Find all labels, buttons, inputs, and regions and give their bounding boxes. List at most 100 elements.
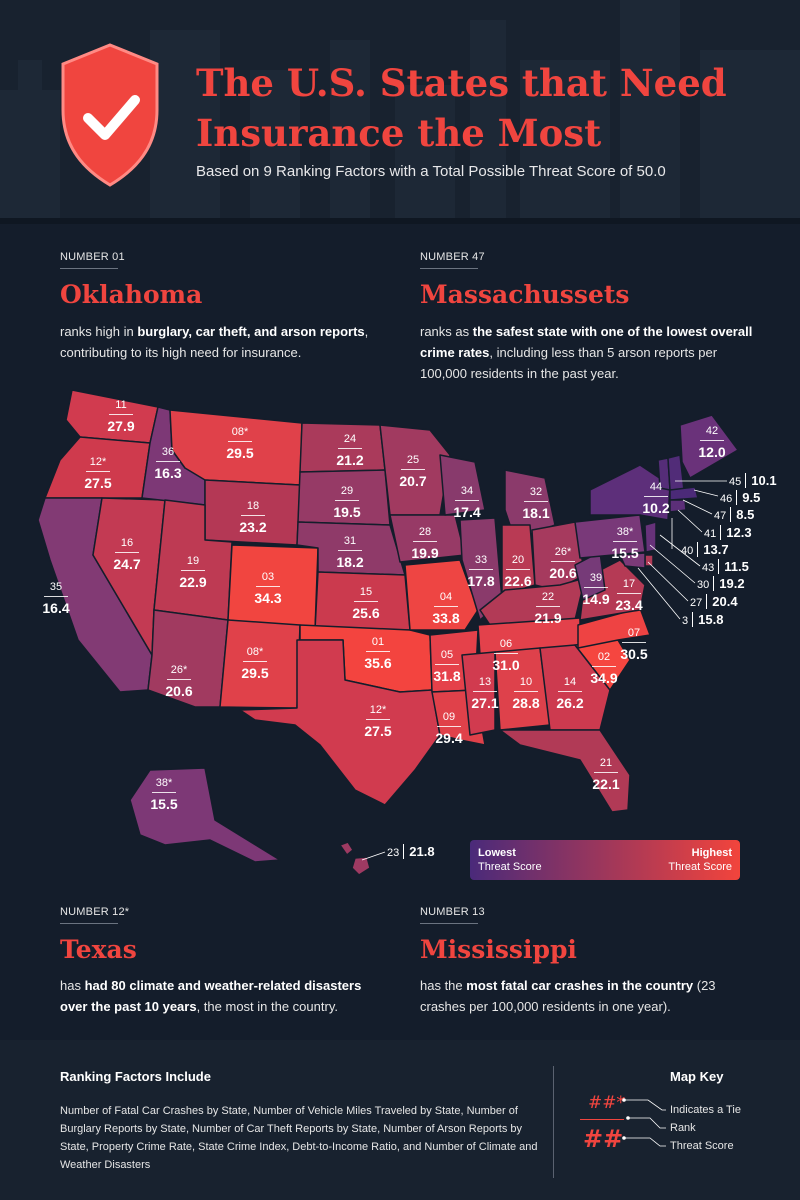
state-label: 35 16.4: [26, 580, 86, 616]
label-rule: [700, 440, 724, 441]
state-score: 17.8: [467, 573, 495, 589]
state-label: 16 24.7: [97, 536, 157, 572]
page-subtitle: Based on 9 Ranking Factors with a Total …: [196, 163, 666, 180]
state-label: 39 14.9: [566, 571, 626, 607]
state-score: 24.7: [113, 556, 141, 572]
highlight-state-texas: Texas: [60, 935, 137, 964]
state-score: 29.5: [241, 665, 269, 681]
state-rank: 31: [343, 535, 357, 547]
state-label: 07 30.5: [604, 626, 664, 662]
state-label: 05 31.8: [417, 648, 477, 684]
highlight-text-massachussets: ranks as the safest state with one of th…: [420, 324, 753, 381]
label-rule: [366, 719, 390, 720]
us-choropleth-map: [37, 389, 739, 876]
state-score: 21.8: [403, 844, 435, 859]
threat-score-legend: Lowest Threat Score Highest Threat Score: [470, 840, 740, 880]
state-rank: 39: [589, 572, 603, 584]
state-maine: [679, 414, 739, 479]
label-rule: [152, 792, 176, 793]
state-rank: 08*: [231, 426, 249, 438]
label-rule: [594, 772, 618, 773]
state-label: 34 17.4: [437, 484, 497, 520]
state-rank: 15: [359, 586, 373, 598]
state-mississippi: [461, 651, 496, 736]
state-label: 19 22.9: [163, 554, 223, 590]
highlight-text-texas: has had 80 climate and weather-related d…: [60, 978, 362, 1014]
state-label: 25 20.7: [383, 453, 443, 489]
state-rank: 41: [704, 528, 717, 540]
state-rank: 36: [161, 446, 175, 458]
state-score: 34.3: [254, 590, 282, 606]
state-label: 21 22.1: [576, 756, 636, 792]
label-rule: [617, 593, 641, 594]
state-label: 01 35.6: [348, 635, 408, 671]
state-score: 27.5: [84, 475, 112, 491]
label-rule: [413, 541, 437, 542]
highlight-rule: [420, 923, 478, 924]
state-label: 08* 29.5: [210, 425, 270, 461]
label-rule: [338, 550, 362, 551]
state-score: 26.2: [556, 695, 584, 711]
state-label: 26* 20.6: [533, 545, 593, 581]
highlight-text-mississippi: has the most fatal car crashes in the co…: [420, 978, 716, 1014]
state-rank: 44: [649, 481, 663, 493]
state-rank: 17: [622, 578, 636, 590]
label-rule: [558, 691, 582, 692]
state-score: 22.6: [504, 573, 532, 589]
state-rank: 25: [406, 454, 420, 466]
state-label: 02 34.9: [574, 650, 634, 686]
state-label: 20 22.6: [488, 553, 548, 589]
state-score: 10.2: [642, 500, 670, 516]
state-score: 31.8: [433, 668, 461, 684]
state-rank: 45: [729, 476, 742, 488]
label-rule: [335, 500, 359, 501]
highlight-rule: [420, 268, 478, 269]
state-florida: [499, 729, 631, 813]
map-key-tie-label: Indicates a Tie: [670, 1104, 741, 1116]
highlight-rule: [60, 268, 118, 269]
state-rank: 12*: [89, 456, 107, 468]
state-score: 31.0: [492, 657, 520, 673]
state-score: 29.4: [435, 730, 463, 746]
label-rule: [181, 570, 205, 571]
state-score: 15.8: [692, 612, 724, 627]
label-rule: [167, 679, 191, 680]
state-label: 29 19.5: [317, 484, 377, 520]
highlight-state-massachussets: Massachussets: [420, 280, 630, 309]
label-rule: [354, 601, 378, 602]
state-label: 24 21.2: [320, 432, 380, 468]
state-rank: 43: [702, 562, 715, 574]
state-callout: 43 11.5: [702, 559, 749, 576]
label-rule: [109, 414, 133, 415]
state-rank: 13: [478, 676, 492, 688]
state-label: 18 23.2: [223, 499, 283, 535]
state-rank: 08*: [246, 646, 264, 658]
label-rule: [494, 653, 518, 654]
highlight-text-oklahoma: ranks high in burglary, car theft, and a…: [60, 324, 369, 360]
page-title: The U.S. States that Need Insurance the …: [196, 61, 727, 155]
state-score: 9.5: [736, 490, 761, 505]
state-texas: [239, 639, 441, 806]
state-rank: 28: [418, 526, 432, 538]
state-label: 22 21.9: [518, 590, 578, 626]
state-label: 10 28.8: [496, 675, 556, 711]
label-rule: [455, 500, 479, 501]
state-alaska: [129, 767, 281, 863]
state-callout: 23 21.8: [387, 844, 435, 861]
state-score: 27.9: [107, 418, 135, 434]
label-rule: [86, 471, 110, 472]
state-rank: 32: [529, 486, 543, 498]
skyline-background: [0, 0, 800, 218]
state-rank: 3: [682, 615, 689, 627]
state-callout: 45 10.1: [729, 473, 777, 490]
highlight-state-oklahoma: Oklahoma: [60, 280, 203, 309]
map-key-rule: [580, 1119, 624, 1120]
label-rule: [473, 691, 497, 692]
label-rule: [514, 691, 538, 692]
label-rule: [366, 651, 390, 652]
state-rank: 42: [705, 425, 719, 437]
label-rule: [644, 496, 668, 497]
highlight-rule: [60, 923, 118, 924]
state-label: 12* 27.5: [348, 703, 408, 739]
state-new-york: [589, 464, 671, 521]
